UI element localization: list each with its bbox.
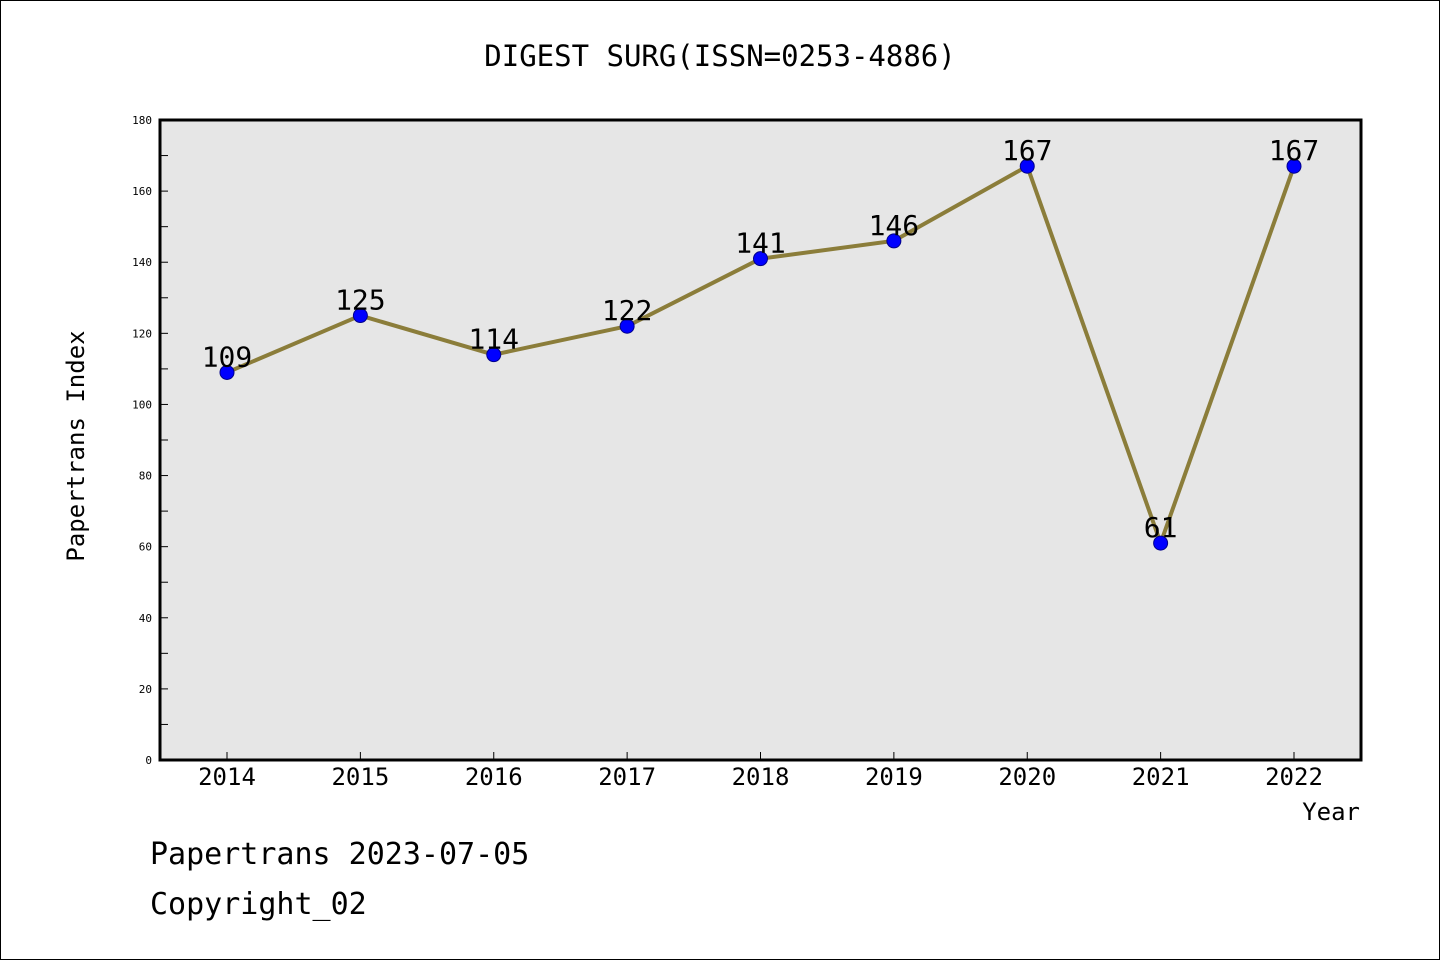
x-axis: 2014 2015 2016 2017 2018 2019 2020 2021 2022 (198, 752, 1323, 791)
x-tick-label: 2014 (198, 763, 256, 791)
y-tick-label: 100 (132, 398, 152, 411)
data-label: 122 (602, 294, 653, 327)
data-point (219, 364, 235, 380)
x-axis-title: Year (1302, 798, 1360, 826)
data-labels: 109 125 114 122 141 146 167 61 167 (202, 134, 1320, 544)
data-label: 167 (1002, 134, 1053, 167)
data-point (886, 233, 902, 249)
data-label: 167 (1269, 134, 1320, 167)
data-point (1019, 158, 1035, 174)
x-tick-label: 2020 (998, 763, 1056, 791)
x-tick-label: 2021 (1132, 763, 1190, 791)
y-tick-label: 60 (139, 541, 152, 554)
data-label: 61 (1144, 511, 1178, 544)
data-points (219, 158, 1302, 551)
data-point (753, 251, 768, 267)
x-tick-label: 2019 (865, 763, 923, 791)
x-tick-label: 2017 (598, 763, 656, 791)
footer-date: Papertrans 2023-07-05 (150, 837, 529, 872)
data-point (352, 308, 368, 324)
y-tick-label: 80 (139, 470, 152, 483)
y-tick-label: 0 (145, 754, 152, 767)
y-axis-title: Papertrans Index (62, 330, 90, 561)
data-label: 109 (202, 340, 253, 373)
y-tick-label: 140 (132, 256, 152, 269)
data-label: 146 (869, 209, 920, 242)
data-label: 141 (735, 227, 786, 260)
data-point (619, 318, 635, 334)
chart-title: DIGEST SURG(ISSN=0253-4886) (484, 39, 955, 73)
data-point (486, 347, 502, 363)
x-tick-label: 2022 (1265, 763, 1323, 791)
data-point (1153, 535, 1169, 551)
plot-area (158, 118, 1363, 762)
y-tick-label: 120 (132, 327, 152, 340)
y-axis: 0 20 40 60 80 100 120 140 160 180 (132, 114, 168, 767)
footer-copyright: Copyright_02 (150, 887, 367, 922)
y-tick-label: 180 (132, 114, 152, 127)
x-tick-label: 2015 (331, 763, 389, 791)
y-tick-label: 20 (139, 683, 152, 696)
x-tick-label: 2018 (732, 763, 790, 791)
data-point (1286, 158, 1302, 174)
y-tick-label: 160 (132, 185, 152, 198)
x-tick-label: 2016 (465, 763, 523, 791)
y-tick-label: 40 (139, 612, 152, 625)
data-label: 114 (468, 323, 519, 356)
data-label: 125 (335, 284, 386, 317)
